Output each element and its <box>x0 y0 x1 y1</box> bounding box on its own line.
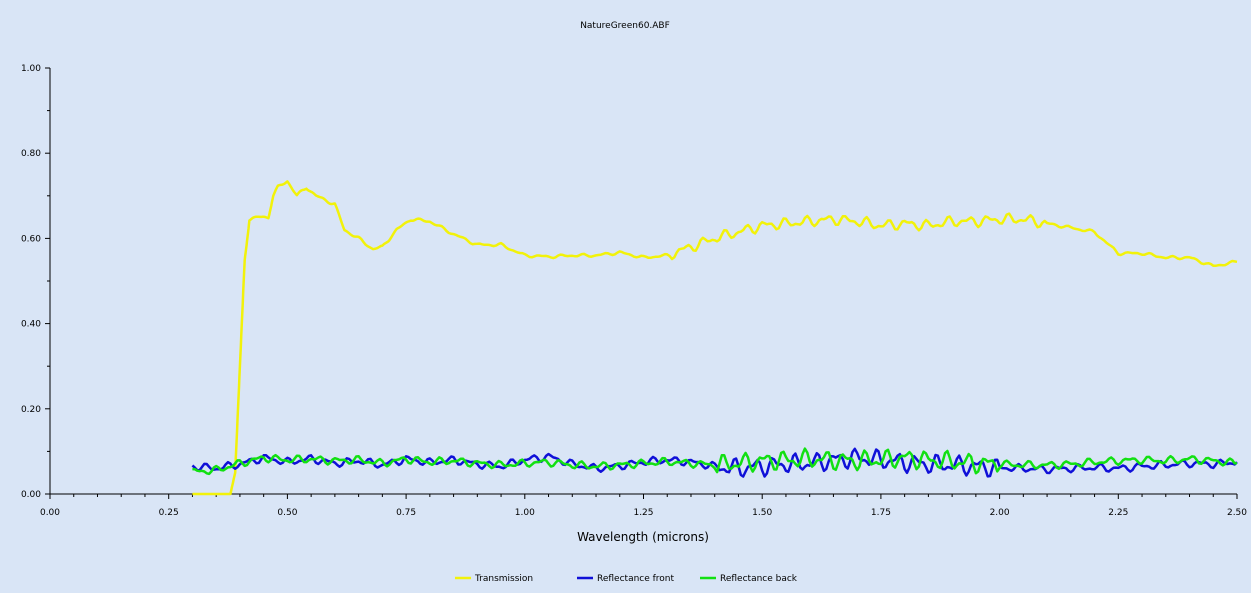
y-tick-label: 0.00 <box>21 490 41 500</box>
x-tick-label: 0.75 <box>396 508 416 518</box>
legend-label: Transmission <box>474 574 533 584</box>
x-tick-label: 0.50 <box>277 508 297 518</box>
series-line-reflectance-front <box>191 447 1238 478</box>
x-tick-label: 0.00 <box>40 508 60 518</box>
legend-label: Reflectance front <box>597 574 675 584</box>
x-tick-label: 1.25 <box>633 508 653 518</box>
x-tick-label: 1.00 <box>515 508 535 518</box>
x-tick-label: 2.00 <box>990 508 1010 518</box>
data-series <box>191 180 1238 496</box>
x-axis-label: Wavelength (microns) <box>577 530 709 544</box>
y-tick-label: 0.20 <box>21 405 41 415</box>
x-tick-label: 0.25 <box>159 508 179 518</box>
y-tick-label: 0.60 <box>21 234 41 244</box>
x-axis-ticks: 0.00 0.25 0.50 0.75 1.00 1.25 1.50 1.75 2.00 2.25… <box>40 494 1247 518</box>
y-tick-label: 0.40 <box>21 320 41 330</box>
x-tick-label: 2.25 <box>1108 508 1128 518</box>
x-tick-label: 1.50 <box>752 508 772 518</box>
series-line-reflectance-back <box>192 447 1238 476</box>
legend-label: Reflectance back <box>720 574 798 584</box>
y-axis-ticks: 0.00 0.20 0.40 0.60 0.80 1.00 <box>21 64 50 500</box>
y-tick-label: 0.80 <box>21 149 41 159</box>
y-tick-label: 1.00 <box>21 64 41 74</box>
x-tick-label: 2.50 <box>1227 508 1247 518</box>
legend: Transmission Reflectance front Reflectance… <box>455 574 798 584</box>
chart-title: NatureGreen60.ABF <box>580 21 670 31</box>
x-tick-label: 1.75 <box>871 508 891 518</box>
series-line-transmission <box>192 180 1238 496</box>
